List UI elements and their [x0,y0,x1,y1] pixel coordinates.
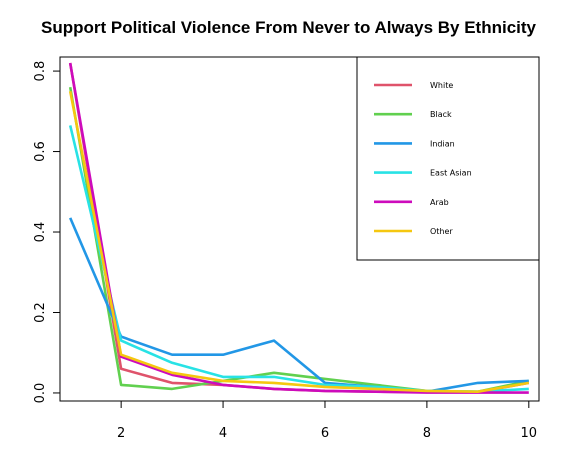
legend-label-2: Indian [430,139,455,148]
y-tick-label-2: 0.4 [33,222,48,243]
x-tick-label-2: 6 [321,426,329,441]
legend-label-5: Other [430,227,453,236]
legend-box [356,56,540,261]
y-tick-label-3: 0.6 [33,141,48,162]
y-axis: 0.0 0.2 0.4 0.6 0.8 [33,61,60,404]
series-lines [68,62,530,394]
chart-title: Support Political Violence From Never to… [40,18,536,37]
x-tick-label-4: 10 [521,426,538,441]
x-tick-label-3: 8 [423,426,431,441]
series-line-2 [69,217,529,394]
legend-label-1: Black [430,110,452,119]
y-tick-label-0: 0.0 [33,383,48,404]
x-tick-label-1: 4 [219,426,227,441]
series-line-5 [68,90,530,394]
legend-label-3: East Asian [430,169,472,178]
y-tick-label-1: 0.2 [33,302,48,323]
legend-label-0: White [430,81,453,90]
y-tick-label-4: 0.8 [33,61,48,82]
legend-label-4: Arab [430,198,449,207]
x-tick-label-0: 2 [117,426,125,441]
x-axis: 2 4 6 8 10 [117,401,537,441]
legend: White Black Indian East Asian Arab Other [356,56,540,261]
